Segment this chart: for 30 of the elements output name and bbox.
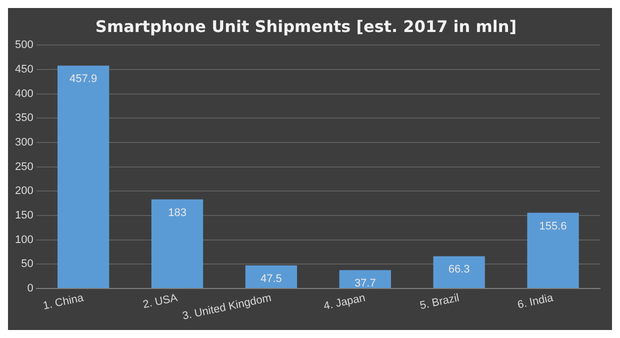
data-label: 37.7 [354, 278, 376, 290]
x-tick-label: 5. Brazil [418, 292, 460, 312]
y-tick-label: 50 [21, 258, 34, 270]
y-tick-label: 400 [14, 88, 34, 100]
data-label: 66.3 [448, 264, 470, 276]
x-tick-label: 4. Japan [322, 292, 366, 313]
bar [57, 66, 110, 288]
y-tick-label: 500 [14, 39, 34, 52]
data-label: 47.5 [260, 272, 282, 285]
data-label: 457.9 [70, 73, 98, 86]
bar [151, 199, 204, 288]
y-tick-label: 250 [14, 160, 34, 173]
y-tick-label: 350 [14, 112, 34, 124]
y-tick-label: 100 [14, 234, 34, 246]
y-tick-label: 150 [14, 210, 34, 222]
y-tick-label: 450 [14, 64, 34, 76]
x-tick-label: 3. United Kingdom [181, 292, 272, 322]
bar [433, 256, 485, 288]
data-label: 183 [168, 206, 186, 219]
x-tick-label: 2. USA [142, 292, 180, 311]
y-tick-label: 300 [14, 136, 34, 149]
chart-title: Smartphone Unit Shipments [est. 2017 in mln] [95, 16, 517, 36]
y-tick-label: 0 [27, 282, 34, 295]
x-tick-label: 1. China [42, 292, 86, 312]
x-tick-label: 6. India [516, 292, 556, 312]
bar [339, 270, 391, 288]
data-label: 155.6 [539, 220, 567, 232]
bar [527, 212, 579, 288]
y-tick-label: 200 [14, 185, 34, 198]
bar [245, 265, 298, 288]
